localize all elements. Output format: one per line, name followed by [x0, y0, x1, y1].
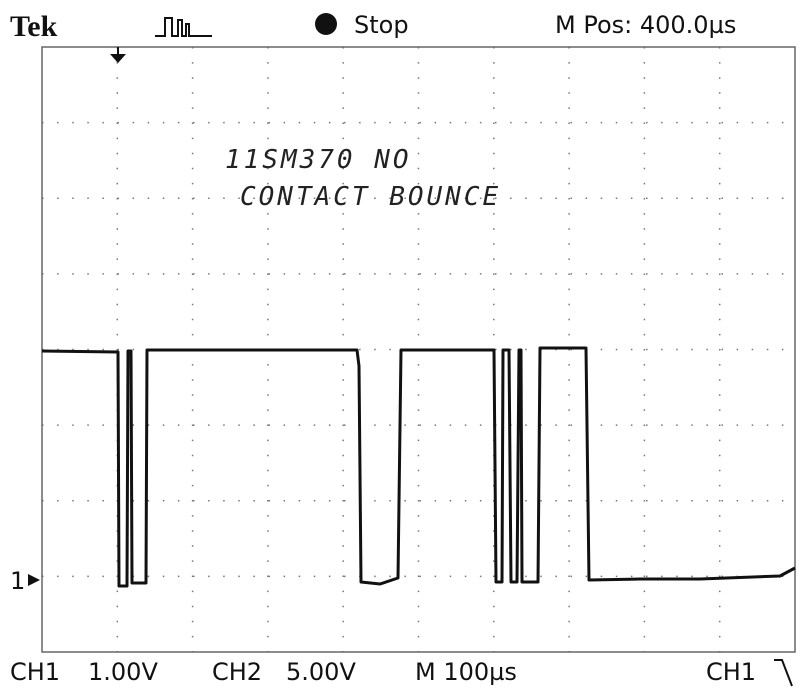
acquire-icon [155, 18, 212, 36]
channel-marker: 1 [10, 567, 25, 595]
horizontal-position: M Pos: 400.0µs [555, 11, 736, 39]
timebase: M 100µs [415, 658, 517, 686]
ch2-scale: 5.00V [286, 658, 356, 686]
ch2-label: CH2 [212, 658, 262, 686]
run-status: Stop [354, 11, 409, 39]
ch1-label: CH1 [10, 658, 60, 686]
scope-screen: Tek Stop M Pos: 400.0µs 11SM370 NO CONTA… [0, 0, 800, 688]
ch1-scale: 1.00V [88, 658, 158, 686]
trigger-marker [110, 54, 126, 63]
annotation-line: 11SM370 NO [225, 145, 412, 175]
waveform-trace [42, 348, 795, 586]
channel-marker-arrow [28, 574, 40, 586]
stop-indicator [315, 13, 337, 35]
annotation-line: CONTACT BOUNCE [240, 182, 501, 212]
brand: Tek [10, 10, 58, 43]
trigger-source: CH1 [706, 658, 756, 686]
trigger-slope-icon [774, 660, 792, 686]
